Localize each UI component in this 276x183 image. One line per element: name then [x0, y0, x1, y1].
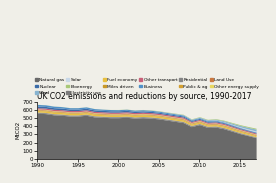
Legend: Natural gas, Nuclear, Wind, Solar, Bioenergy, Electricity use, Fuel economy, Mil: Natural gas, Nuclear, Wind, Solar, Bioen… [35, 78, 259, 95]
Y-axis label: MtCO2: MtCO2 [15, 121, 20, 139]
Text: UK CO2 emissions and reductions by source, 1990-2017: UK CO2 emissions and reductions by sourc… [38, 92, 252, 101]
